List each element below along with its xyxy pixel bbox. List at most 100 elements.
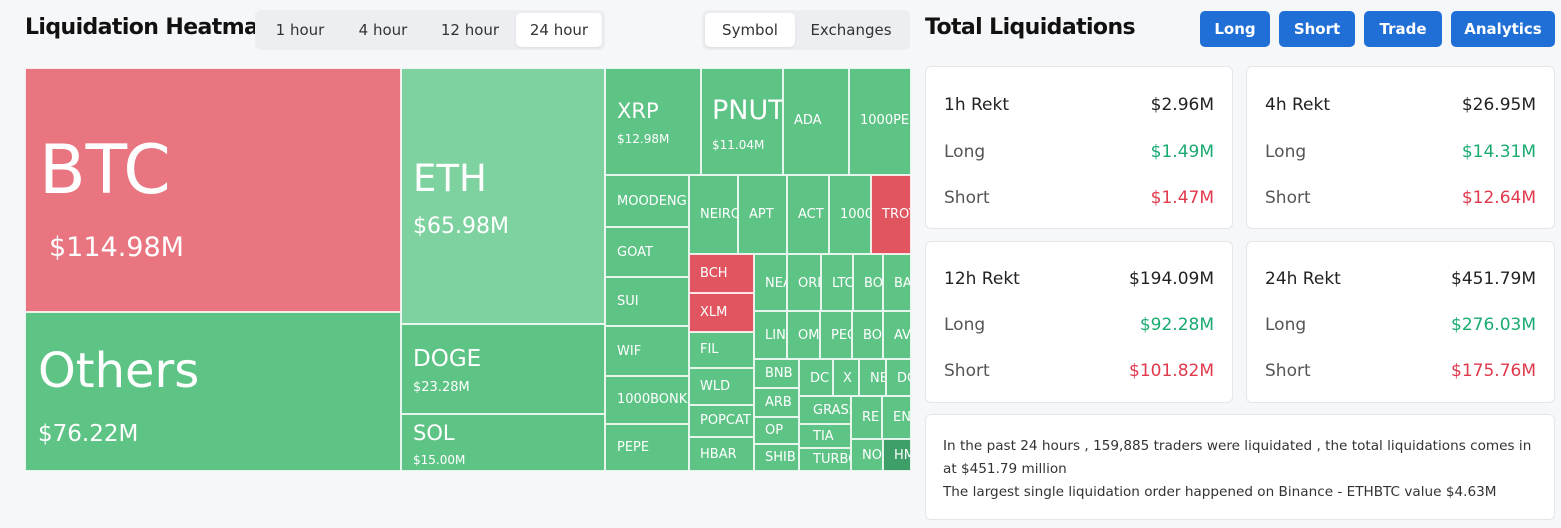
- cell-x-symbol: X: [843, 371, 852, 386]
- cell-op[interactable]: OP: [754, 417, 799, 444]
- card-12h-short-label: Short: [944, 361, 990, 381]
- card-24h-long-value: $276.03M: [1451, 315, 1536, 335]
- view-selector: Symbol Exchanges: [702, 10, 910, 50]
- cell-shib-symbol: SHIB: [765, 450, 796, 465]
- analytics-button[interactable]: Analytics: [1451, 11, 1555, 47]
- cell-sol-symbol: SOL: [413, 421, 455, 445]
- cell-btc[interactable]: BTC $114.98M: [25, 68, 401, 312]
- cell-ordi[interactable]: ORI: [787, 254, 821, 311]
- cell-near[interactable]: NEA: [754, 254, 787, 311]
- cell-wld[interactable]: WLD: [689, 368, 754, 405]
- cell-sol[interactable]: SOL $15.00M: [401, 414, 605, 471]
- cell-no-symbol: NO: [862, 448, 882, 463]
- card-4h-short-value: $12.64M: [1461, 188, 1536, 208]
- card-24h-long-label: Long: [1265, 315, 1307, 335]
- cell-others[interactable]: Others $76.22M: [25, 312, 401, 471]
- cell-goat-symbol: GOAT: [617, 245, 653, 260]
- cell-pepe-symbol: PEPE: [617, 440, 650, 455]
- cell-act[interactable]: ACT: [787, 175, 829, 254]
- tab-24-hour[interactable]: 24 hour: [516, 13, 602, 47]
- cell-popcat[interactable]: POPCAT: [689, 405, 754, 437]
- cell-ba[interactable]: BA: [883, 254, 911, 311]
- cell-ada[interactable]: ADA: [783, 68, 849, 175]
- cell-bo-2[interactable]: BO: [852, 311, 883, 359]
- card-1h-long-label: Long: [944, 142, 986, 162]
- cell-re[interactable]: RE: [851, 396, 882, 439]
- cell-ada-symbol: ADA: [794, 113, 822, 128]
- cell-near-symbol: NEA: [765, 276, 786, 291]
- cell-arb[interactable]: ARB: [754, 388, 799, 417]
- cell-pepe[interactable]: PEPE: [605, 424, 689, 471]
- cell-apt-symbol: APT: [749, 207, 774, 222]
- cell-op-symbol: OP: [765, 423, 784, 438]
- cell-others-value: $76.22M: [38, 421, 139, 447]
- cell-btc-value: $114.98M: [49, 232, 184, 263]
- cell-goat[interactable]: GOAT: [605, 227, 689, 277]
- trade-button[interactable]: Trade: [1364, 11, 1442, 47]
- cell-1000bonk[interactable]: 1000BONK: [605, 376, 689, 424]
- cell-shib[interactable]: SHIB: [754, 444, 799, 471]
- cell-fil[interactable]: FIL: [689, 332, 754, 368]
- cell-apt[interactable]: APT: [738, 175, 787, 254]
- liquidation-summary: In the past 24 hours , 159,885 traders w…: [925, 414, 1555, 520]
- cell-bo-1[interactable]: BO: [853, 254, 883, 311]
- liquidation-heatmap: BTC $114.98M Others $76.22M ETH $65.98M …: [25, 68, 911, 471]
- cell-moodeng[interactable]: MOODENG: [605, 175, 689, 227]
- tab-symbol[interactable]: Symbol: [705, 13, 795, 47]
- cell-troy[interactable]: TROY: [871, 175, 911, 254]
- cell-1000pepe[interactable]: 1000PEPE: [849, 68, 911, 175]
- cell-bnb[interactable]: BNB: [754, 359, 799, 388]
- cell-neiro[interactable]: NEIRO: [689, 175, 738, 254]
- cell-hbar[interactable]: HBAR: [689, 437, 754, 471]
- cell-grass[interactable]: GRASS: [799, 396, 851, 424]
- cell-sui-symbol: SUI: [617, 294, 639, 309]
- tab-4-hour[interactable]: 4 hour: [358, 21, 408, 39]
- cell-sui[interactable]: SUI: [605, 277, 689, 326]
- cell-turbo[interactable]: TURBO: [799, 448, 851, 471]
- cell-link-symbol: LIN: [765, 328, 786, 343]
- card-4h-label: 4h Rekt: [1265, 95, 1331, 115]
- cell-wif[interactable]: WIF: [605, 326, 689, 376]
- cell-popcat-symbol: POPCAT: [700, 413, 751, 428]
- cell-moodeng-symbol: MOODENG: [617, 194, 687, 209]
- card-12h-total: $194.09M: [1129, 269, 1214, 289]
- cell-hm[interactable]: HM: [883, 439, 911, 471]
- cell-bch[interactable]: BCH: [689, 254, 754, 293]
- cell-doge-symbol: DOGE: [413, 346, 482, 372]
- heatmap-title: Liquidation Heatmap: [25, 15, 274, 40]
- cell-doge[interactable]: DOGE $23.28M: [401, 324, 605, 414]
- cell-dc-symbol: DC: [810, 371, 830, 386]
- cell-x[interactable]: X: [833, 359, 859, 396]
- cell-xrp[interactable]: XRP $12.98M: [605, 68, 701, 175]
- cell-peop[interactable]: PEO: [820, 311, 852, 359]
- cell-avax-symbol: AVA: [894, 328, 911, 343]
- summary-line-2: The largest single liquidation order hap…: [943, 484, 1497, 500]
- cell-tia[interactable]: TIA: [799, 424, 851, 448]
- short-button[interactable]: Short: [1279, 11, 1355, 47]
- cell-avax[interactable]: AVA: [883, 311, 911, 359]
- cell-eth-value: $65.98M: [413, 214, 509, 239]
- card-1h-short-label: Short: [944, 188, 990, 208]
- cell-ltc[interactable]: LTC: [821, 254, 853, 311]
- summary-line-1: In the past 24 hours , 159,885 traders w…: [943, 438, 1532, 477]
- card-12h-long-value: $92.28M: [1139, 315, 1214, 335]
- cell-eth[interactable]: ETH $65.98M: [401, 68, 605, 324]
- cell-1000[interactable]: 1000: [829, 175, 871, 254]
- long-button[interactable]: Long: [1200, 11, 1270, 47]
- cell-om[interactable]: OM: [787, 311, 820, 359]
- cell-btc-symbol: BTC: [39, 131, 171, 210]
- cell-bnb-symbol: BNB: [765, 366, 793, 381]
- card-12h-label: 12h Rekt: [944, 269, 1020, 289]
- tab-exchanges[interactable]: Exchanges: [810, 21, 892, 39]
- cell-en[interactable]: EN: [882, 396, 911, 439]
- tab-1-hour[interactable]: 1 hour: [275, 21, 325, 39]
- cell-ne[interactable]: NE: [859, 359, 886, 396]
- cell-do[interactable]: DO: [886, 359, 911, 396]
- cell-xlm[interactable]: XLM: [689, 293, 754, 332]
- cell-link[interactable]: LIN: [754, 311, 787, 359]
- cell-pnut[interactable]: PNUT $11.04M: [701, 68, 783, 175]
- cell-no[interactable]: NO: [851, 439, 883, 471]
- cell-dc[interactable]: DC: [799, 359, 833, 396]
- cell-bo-2-symbol: BO: [863, 328, 882, 343]
- tab-12-hour[interactable]: 12 hour: [440, 21, 500, 39]
